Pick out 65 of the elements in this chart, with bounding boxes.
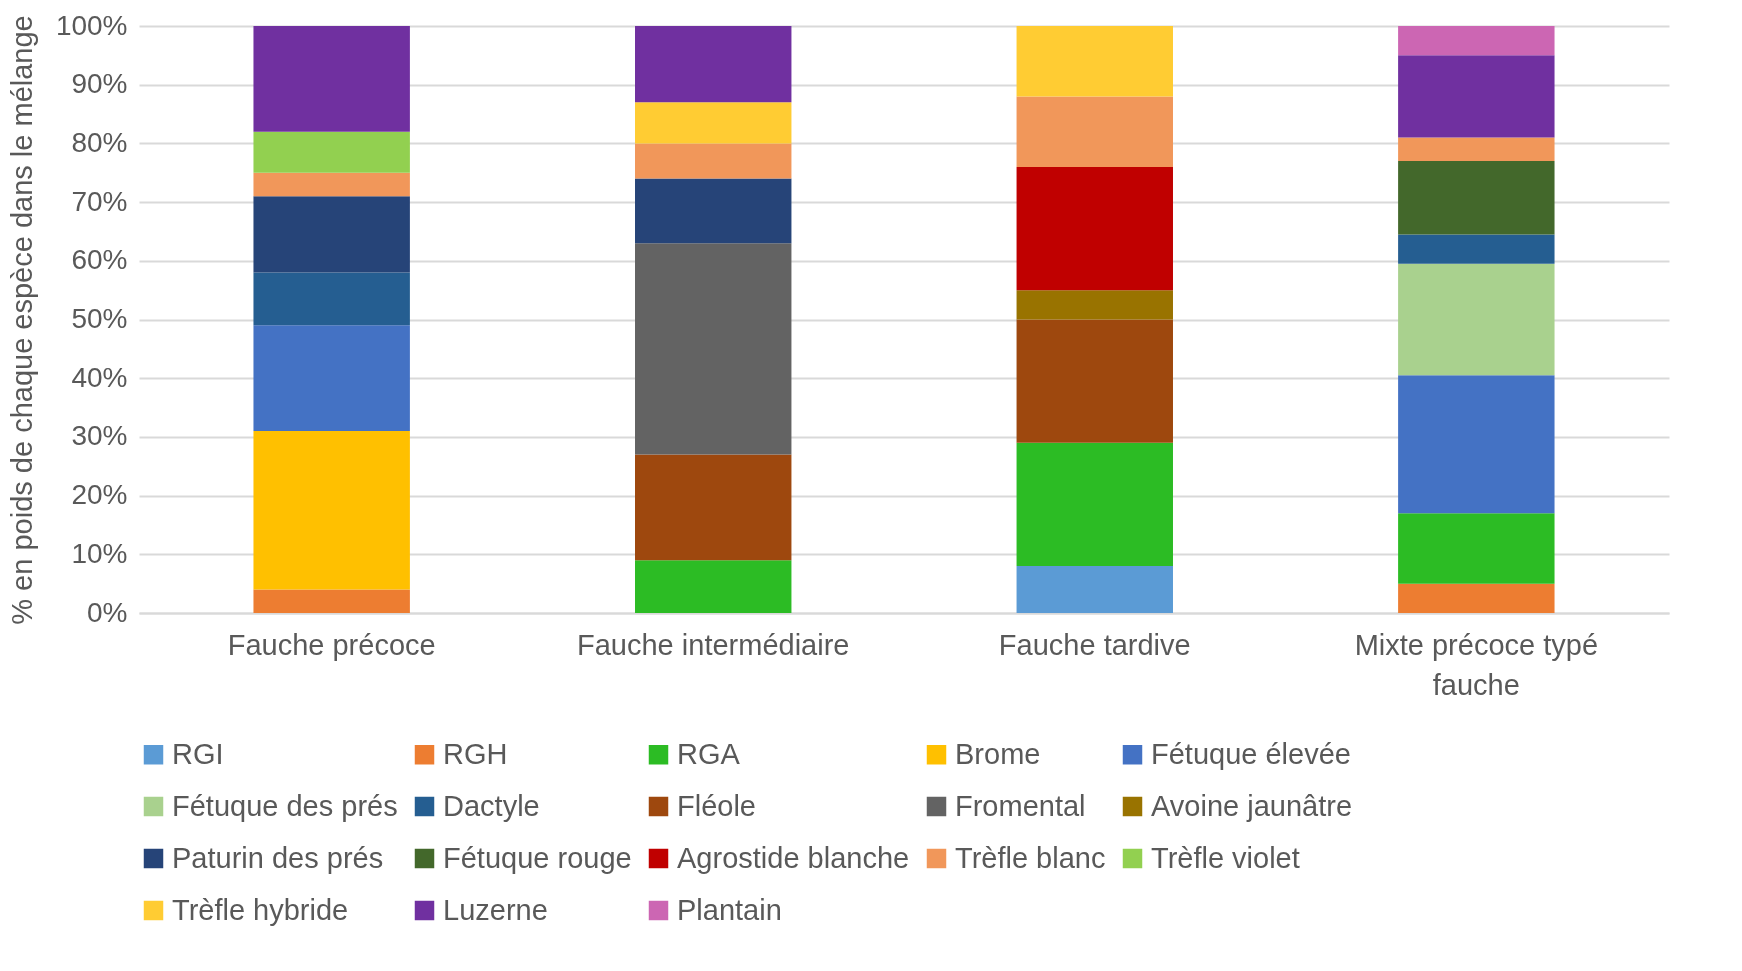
bar bbox=[1398, 55, 1555, 138]
bar bbox=[1398, 513, 1555, 584]
bar bbox=[1398, 234, 1555, 264]
y-tick-label: 100% bbox=[55, 9, 128, 41]
bar bbox=[1398, 375, 1555, 514]
y-tick-label: 20% bbox=[71, 479, 128, 511]
legend-label: Trèfle hybride bbox=[172, 893, 349, 926]
legend-label: Trèfle violet bbox=[1151, 841, 1300, 874]
legend-label: Luzerne bbox=[443, 893, 548, 926]
legend-label: Plantain bbox=[677, 893, 782, 926]
bar bbox=[253, 272, 410, 326]
legend-label: Dactyle bbox=[443, 789, 540, 822]
bar bbox=[1016, 166, 1173, 291]
legend-label: Agrostide blanche bbox=[677, 841, 910, 874]
x-tick-label: Fauche tardive bbox=[998, 628, 1191, 661]
legend-label: RGA bbox=[677, 737, 741, 770]
bar bbox=[635, 243, 792, 455]
bar bbox=[253, 131, 410, 173]
y-tick-label: 90% bbox=[71, 68, 128, 100]
bar bbox=[635, 143, 792, 179]
bar bbox=[1398, 583, 1555, 613]
legend-label: Avoine jaunâtre bbox=[1151, 789, 1353, 822]
bar bbox=[253, 172, 410, 197]
bar bbox=[635, 26, 792, 103]
bar bbox=[1398, 161, 1555, 235]
y-tick-label: 30% bbox=[71, 420, 128, 452]
x-tick-label: Mixte précoce typé fauche bbox=[1354, 628, 1599, 701]
legend-label: RGI bbox=[172, 737, 224, 770]
bar bbox=[253, 431, 410, 590]
bar bbox=[1398, 263, 1555, 376]
legend-label: Fétuque élevée bbox=[1151, 737, 1351, 770]
y-tick-label: 50% bbox=[71, 303, 128, 334]
legend-label: RGH bbox=[443, 737, 508, 770]
bar bbox=[635, 102, 792, 144]
legend-label: Fléole bbox=[677, 789, 756, 822]
y-tick-label: 80% bbox=[71, 126, 128, 158]
y-tick-label: 70% bbox=[71, 185, 128, 217]
bar bbox=[1016, 96, 1173, 167]
y-tick-label: 60% bbox=[71, 244, 128, 276]
bar bbox=[253, 589, 410, 613]
bar bbox=[635, 454, 792, 561]
legend-label: Fromental bbox=[955, 789, 1086, 822]
bar bbox=[1398, 26, 1555, 56]
bar bbox=[1398, 137, 1555, 162]
bar bbox=[253, 325, 410, 432]
y-tick-label: 40% bbox=[71, 361, 128, 393]
bar bbox=[1016, 319, 1173, 443]
bar bbox=[635, 178, 792, 244]
bar bbox=[253, 196, 410, 273]
y-tick-label: 10% bbox=[71, 537, 128, 569]
legend-label: Fétuque rouge bbox=[443, 841, 632, 874]
bar bbox=[1016, 566, 1173, 613]
legend-label: Brome bbox=[955, 737, 1041, 770]
y-tick-label: 0% bbox=[87, 596, 128, 628]
bar bbox=[1016, 26, 1173, 97]
bar bbox=[1016, 290, 1173, 320]
legend-label: Fétuque des prés bbox=[172, 789, 398, 822]
bar bbox=[635, 560, 792, 613]
y-axis-title: % en poids de chaque espèce dans le mélange bbox=[5, 15, 38, 625]
x-tick-label: Fauche intermédiaire bbox=[577, 628, 850, 661]
legend-label: Paturin des prés bbox=[172, 841, 384, 874]
legend-label: Trèfle blanc bbox=[955, 841, 1106, 874]
bar bbox=[253, 26, 410, 132]
x-tick-label: Fauche précoce bbox=[227, 628, 436, 661]
bar bbox=[1016, 442, 1173, 567]
